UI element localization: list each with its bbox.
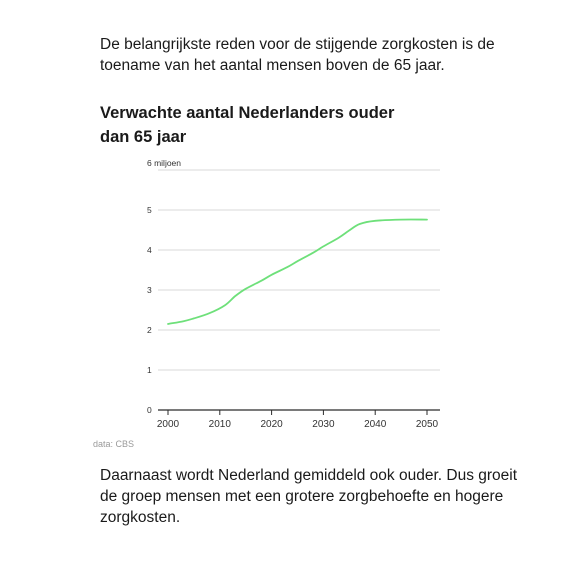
y-tick-label: 5 [147,205,152,215]
x-tick-label: 2020 [260,419,283,430]
series-line-0 [167,218,428,325]
x-tick-label: 2050 [416,419,439,430]
x-tick-label: 2010 [209,419,232,430]
intro-text: De belangrijkste reden voor de stijgende… [100,36,495,74]
y-tick-label: 1 [147,365,152,375]
y-tick-label: 4 [147,245,152,255]
y-tick-label: 0 [147,405,152,415]
y-tick-label: 2 [147,325,152,335]
x-tick-label: 2030 [312,419,335,430]
x-tick-label: 2040 [364,419,387,430]
data-source: data: CBS [93,439,135,449]
outro-text: Daarnaast wordt Nederland gemiddeld ook … [100,467,518,526]
chart-title: Verwachte aantal Nederlanders ouder dan … [100,104,395,146]
y-tick-label: 3 [147,285,152,295]
y-tick-label: 6 miljoen [147,158,181,168]
x-tick-label: 2000 [157,419,180,430]
